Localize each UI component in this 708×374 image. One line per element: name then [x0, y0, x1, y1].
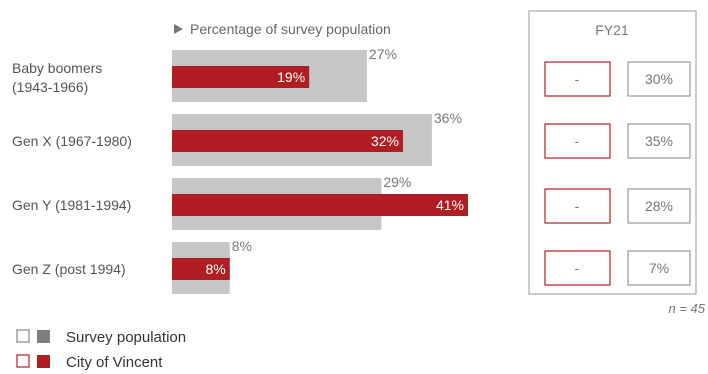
- fy-survey-box: [627, 61, 691, 97]
- legend-fill-swatch: [37, 330, 50, 343]
- fy-survey-value: 28%: [645, 198, 673, 214]
- legend-outline-swatch: [16, 329, 30, 343]
- bars-layer: Baby boomers (1943-1966) 27% 19% Gen X (1967…: [12, 46, 468, 294]
- fy-city-value: -: [575, 260, 580, 276]
- fy-panel: FY21 - 30% - 35% - 28% - 7%: [528, 10, 697, 295]
- data-label-survey-population: 36%: [434, 110, 462, 126]
- fy-city-value: -: [575, 133, 580, 149]
- category-label: Baby boomers (1943-1966): [12, 60, 102, 95]
- fy-city-box: [544, 123, 611, 159]
- fy-panel-border: [528, 10, 697, 295]
- data-label-survey-population: 27%: [369, 46, 397, 62]
- legend-fill-swatch: [37, 355, 50, 368]
- legend: Survey population City of Vincent: [16, 329, 186, 371]
- fy-survey-value: 30%: [645, 71, 673, 87]
- fy-city-box: [544, 61, 611, 97]
- legend-label: Survey population: [66, 329, 186, 346]
- fy-city-box: [544, 188, 611, 224]
- sample-size-note: n = 45: [668, 301, 705, 316]
- caption: Percentage of survey population: [174, 21, 391, 37]
- bar-city-of-vincent: [172, 66, 310, 88]
- data-label-city-of-vincent: 8%: [206, 261, 226, 277]
- data-label-survey-population: 29%: [383, 174, 411, 190]
- data-label-city-of-vincent: 41%: [436, 197, 464, 213]
- fy-city-value: -: [575, 71, 580, 87]
- caption-text: Percentage of survey population: [190, 21, 391, 37]
- category-label: Gen X (1967-1980): [12, 133, 132, 149]
- data-label-city-of-vincent: 19%: [277, 69, 305, 85]
- data-label-survey-population: 8%: [232, 238, 252, 254]
- fy-survey-box: [627, 188, 691, 224]
- fy-city-box: [544, 250, 611, 286]
- fy-city-value: -: [575, 198, 580, 214]
- category-label: Gen Z (post 1994): [12, 261, 126, 277]
- fy-survey-value: 7%: [649, 260, 669, 276]
- data-label-city-of-vincent: 32%: [371, 133, 399, 149]
- fy-survey-value: 35%: [645, 133, 673, 149]
- caption-arrow-icon: [174, 24, 183, 34]
- fy-survey-box: [627, 123, 691, 159]
- legend-label: City of Vincent: [66, 354, 163, 371]
- bar-city-of-vincent: [172, 258, 230, 280]
- fy-survey-box: [627, 250, 691, 286]
- fy-rows: - 30% - 35% - 28% - 7%: [544, 61, 691, 286]
- legend-outline-swatch: [16, 354, 30, 368]
- bar-city-of-vincent: [172, 194, 468, 216]
- category-label: Gen Y (1981-1994): [12, 197, 131, 213]
- fy-panel-title: FY21: [595, 22, 629, 38]
- bar-city-of-vincent: [172, 130, 404, 152]
